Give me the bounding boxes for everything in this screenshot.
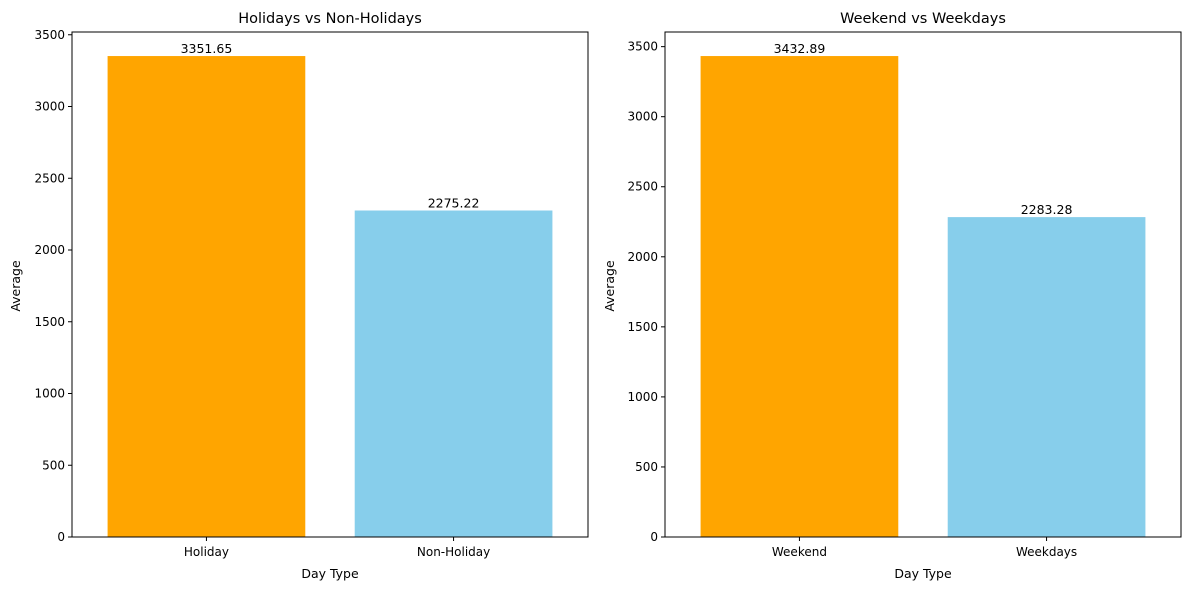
data-label: 2275.22 [428, 196, 480, 211]
data-labels: 3351.65 2275.22 [181, 41, 480, 210]
x-axis-label: Day Type [894, 566, 952, 581]
plot-frame [71, 31, 589, 538]
y-tick-label: 3500 [627, 40, 658, 54]
y-tick-label: 0 [57, 530, 65, 544]
x-tick-label: Weekdays [1016, 545, 1077, 559]
y-tick-label: 1500 [627, 320, 658, 334]
x-axis-ticks: Weekend Weekdays [772, 537, 1077, 559]
y-tick-label: 3000 [34, 100, 65, 114]
y-axis-label: Average [8, 260, 23, 312]
bar-non-holiday [354, 210, 553, 537]
bars [700, 56, 1146, 538]
y-tick-label: 3000 [627, 110, 658, 124]
y-tick-label: 2500 [627, 180, 658, 194]
x-tick-label: Non-Holiday [417, 545, 490, 559]
data-labels: 3432.89 2283.28 [774, 41, 1073, 217]
chart-holidays: Holidays vs Non-Holidays Day Type Averag… [8, 11, 589, 581]
x-tick-label: Holiday [184, 545, 229, 559]
y-tick-label: 500 [635, 460, 658, 474]
y-tick-label: 1500 [34, 315, 65, 329]
y-axis-label: Average [602, 260, 617, 312]
plot-frame [664, 31, 1182, 538]
data-label: 2283.28 [1021, 202, 1073, 217]
y-axis-ticks: 0 500 1000 1500 2000 2500 3000 3500 [34, 28, 72, 544]
y-tick-label: 500 [42, 458, 65, 472]
y-tick-label: 2000 [627, 250, 658, 264]
y-tick-label: 1000 [627, 390, 658, 404]
y-tick-label: 0 [650, 530, 658, 544]
y-tick-label: 2000 [34, 243, 65, 257]
y-tick-label: 2500 [34, 171, 65, 185]
bar-weekdays [947, 217, 1146, 538]
y-axis-ticks: 0 500 1000 1500 2000 2500 3000 3500 [627, 40, 665, 544]
chart-title: Holidays vs Non-Holidays [238, 11, 422, 27]
x-axis-label: Day Type [301, 566, 359, 581]
x-tick-label: Weekend [772, 545, 827, 559]
data-label: 3432.89 [774, 41, 826, 56]
bar-holiday [107, 56, 306, 538]
data-label: 3351.65 [181, 41, 233, 56]
bars [107, 56, 553, 538]
bar-weekend [700, 56, 899, 537]
y-tick-label: 3500 [34, 28, 65, 42]
x-axis-ticks: Holiday Non-Holiday [184, 537, 490, 559]
chart-title: Weekend vs Weekdays [840, 11, 1006, 27]
chart-weekend: Weekend vs Weekdays Day Type Average 0 50… [602, 11, 1182, 581]
y-tick-label: 1000 [34, 387, 65, 401]
